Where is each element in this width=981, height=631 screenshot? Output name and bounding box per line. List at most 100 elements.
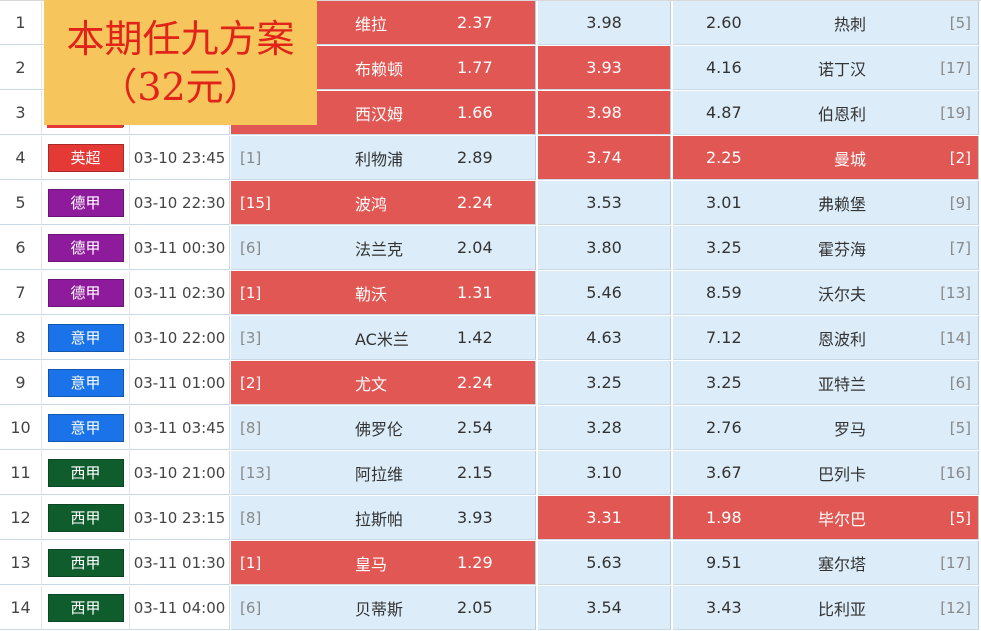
match-row[interactable]: 6 德甲 03-11 00:30 [6] 法兰克 2.04 3.80 3.25 霍芬海 [7] xyxy=(0,226,981,271)
draw-cell[interactable]: 3.53 xyxy=(538,181,671,225)
away-win-cell[interactable]: 3.67 巴列卡 [16] xyxy=(673,451,979,495)
away-odds: 1.98 xyxy=(706,508,742,527)
away-team: 诺丁汉 xyxy=(817,59,866,79)
away-rank: [5] xyxy=(949,508,971,527)
home-odds: 2.37 xyxy=(457,13,493,32)
away-team: 恩波利 xyxy=(817,329,866,349)
draw-cell[interactable]: 3.98 xyxy=(538,1,671,45)
match-number: 1 xyxy=(0,1,42,45)
home-win-cell[interactable]: [1] 勒沃 1.31 xyxy=(231,271,536,315)
home-win-cell[interactable]: [8] 拉斯帕 3.93 xyxy=(231,496,536,540)
kickoff-time: 03-10 23:15 xyxy=(130,496,230,540)
home-odds: 1.31 xyxy=(457,283,493,302)
draw-odds: 3.28 xyxy=(586,418,622,437)
home-team: 西汉姆 xyxy=(355,104,404,124)
draw-cell[interactable]: 3.93 xyxy=(538,46,671,90)
match-number: 3 xyxy=(0,91,42,135)
home-team: AC米兰 xyxy=(355,329,409,349)
league-badge: 西甲 xyxy=(47,503,124,532)
match-number: 6 xyxy=(0,226,42,270)
home-win-cell[interactable]: [8] 佛罗伦 2.54 xyxy=(231,406,536,450)
draw-cell[interactable]: 3.28 xyxy=(538,406,671,450)
match-number: 11 xyxy=(0,451,42,495)
away-rank: [6] xyxy=(949,373,971,392)
away-team: 比利亚 xyxy=(817,599,866,619)
away-odds: 2.60 xyxy=(706,13,742,32)
league-badge: 意甲 xyxy=(47,368,124,397)
match-row[interactable]: 8 意甲 03-10 22:00 [3] AC米兰 1.42 4.63 7.12 恩波利 [14] xyxy=(0,316,981,361)
home-odds: 1.29 xyxy=(457,553,493,572)
home-win-cell[interactable]: [1] 皇马 1.29 xyxy=(231,541,536,585)
draw-cell[interactable]: 3.25 xyxy=(538,361,671,405)
home-rank: [6] xyxy=(240,238,262,257)
home-win-cell[interactable]: [1] 利物浦 2.89 xyxy=(231,136,536,180)
away-win-cell[interactable]: 9.51 塞尔塔 [17] xyxy=(673,541,979,585)
away-win-cell[interactable]: 7.12 恩波利 [14] xyxy=(673,316,979,360)
away-win-cell[interactable]: 4.87 伯恩利 [19] xyxy=(673,91,979,135)
away-win-cell[interactable]: 2.25 曼城 [2] xyxy=(673,136,979,180)
home-win-cell[interactable]: [15] 波鸿 2.24 xyxy=(231,181,536,225)
away-win-cell[interactable]: 2.76 罗马 [5] xyxy=(673,406,979,450)
away-team: 毕尔巴 xyxy=(817,509,866,529)
match-number: 9 xyxy=(0,361,42,405)
draw-cell[interactable]: 4.63 xyxy=(538,316,671,360)
league-cell: 意甲 xyxy=(42,316,130,360)
away-win-cell[interactable]: 3.25 亚特兰 [6] xyxy=(673,361,979,405)
match-row[interactable]: 11 西甲 03-10 21:00 [13] 阿拉维 2.15 3.10 3.67 巴列卡 [16… xyxy=(0,451,981,496)
match-row[interactable]: 14 西甲 03-11 04:00 [6] 贝蒂斯 2.05 3.54 3.43 比利亚 [12] xyxy=(0,586,981,631)
home-win-cell[interactable]: [13] 阿拉维 2.15 xyxy=(231,451,536,495)
draw-cell[interactable]: 3.74 xyxy=(538,136,671,180)
away-rank: [5] xyxy=(949,13,971,32)
away-win-cell[interactable]: 3.01 弗赖堡 [9] xyxy=(673,181,979,225)
home-win-cell[interactable]: [3] AC米兰 1.42 xyxy=(231,316,536,360)
home-odds: 3.93 xyxy=(457,508,493,527)
home-team: 贝蒂斯 xyxy=(355,599,404,619)
plan-banner: 本期任九方案 （32元） xyxy=(44,0,317,125)
draw-cell[interactable]: 3.98 xyxy=(538,91,671,135)
league-cell: 德甲 xyxy=(42,181,130,225)
home-odds: 1.77 xyxy=(457,58,493,77)
match-row[interactable]: 13 西甲 03-11 01:30 [1] 皇马 1.29 5.63 9.51 塞尔塔 [17] xyxy=(0,541,981,586)
home-win-cell[interactable]: [6] 贝蒂斯 2.05 xyxy=(231,586,536,630)
draw-cell[interactable]: 3.10 xyxy=(538,451,671,495)
away-win-cell[interactable]: 2.60 热刺 [5] xyxy=(673,1,979,45)
away-win-cell[interactable]: 4.16 诺丁汉 [17] xyxy=(673,46,979,90)
match-row[interactable]: 7 德甲 03-11 02:30 [1] 勒沃 1.31 5.46 8.59 沃尔夫 [13] xyxy=(0,271,981,316)
kickoff-time: 03-11 04:00 xyxy=(130,586,230,630)
home-team: 波鸿 xyxy=(355,194,388,214)
away-odds: 9.51 xyxy=(706,553,742,572)
match-row[interactable]: 10 意甲 03-11 03:45 [8] 佛罗伦 2.54 3.28 2.76 罗马 [5] xyxy=(0,406,981,451)
draw-cell[interactable]: 3.54 xyxy=(538,586,671,630)
home-win-cell[interactable]: [2] 尤文 2.24 xyxy=(231,361,536,405)
league-cell: 意甲 xyxy=(42,361,130,405)
away-win-cell[interactable]: 3.25 霍芬海 [7] xyxy=(673,226,979,270)
kickoff-time: 03-10 23:45 xyxy=(130,136,230,180)
league-cell: 西甲 xyxy=(42,451,130,495)
league-cell: 意甲 xyxy=(42,406,130,450)
draw-cell[interactable]: 5.46 xyxy=(538,271,671,315)
away-rank: [13] xyxy=(940,283,971,302)
match-number: 8 xyxy=(0,316,42,360)
away-win-cell[interactable]: 3.43 比利亚 [12] xyxy=(673,586,979,630)
match-row[interactable]: 4 英超 03-10 23:45 [1] 利物浦 2.89 3.74 2.25 曼城 [2] xyxy=(0,136,981,181)
draw-cell[interactable]: 3.80 xyxy=(538,226,671,270)
away-win-cell[interactable]: 8.59 沃尔夫 [13] xyxy=(673,271,979,315)
draw-cell[interactable]: 3.31 xyxy=(538,496,671,540)
away-rank: [2] xyxy=(949,148,971,167)
draw-odds: 3.98 xyxy=(586,103,622,122)
match-row[interactable]: 9 意甲 03-11 01:00 [2] 尤文 2.24 3.25 3.25 亚特兰 [6] xyxy=(0,361,981,406)
home-team: 阿拉维 xyxy=(355,464,404,484)
home-team: 维拉 xyxy=(355,14,388,34)
home-odds: 2.15 xyxy=(457,463,493,482)
match-row[interactable]: 5 德甲 03-10 22:30 [15] 波鸿 2.24 3.53 3.01 弗赖堡 [9] xyxy=(0,181,981,226)
home-team: 皇马 xyxy=(355,554,388,574)
home-win-cell[interactable]: [6] 法兰克 2.04 xyxy=(231,226,536,270)
away-rank: [14] xyxy=(940,328,971,347)
away-rank: [12] xyxy=(940,598,971,617)
away-odds: 3.67 xyxy=(706,463,742,482)
home-rank: [6] xyxy=(240,598,262,617)
match-row[interactable]: 12 西甲 03-10 23:15 [8] 拉斯帕 3.93 3.31 1.98 毕尔巴 [5] xyxy=(0,496,981,541)
away-win-cell[interactable]: 1.98 毕尔巴 [5] xyxy=(673,496,979,540)
draw-cell[interactable]: 5.63 xyxy=(538,541,671,585)
